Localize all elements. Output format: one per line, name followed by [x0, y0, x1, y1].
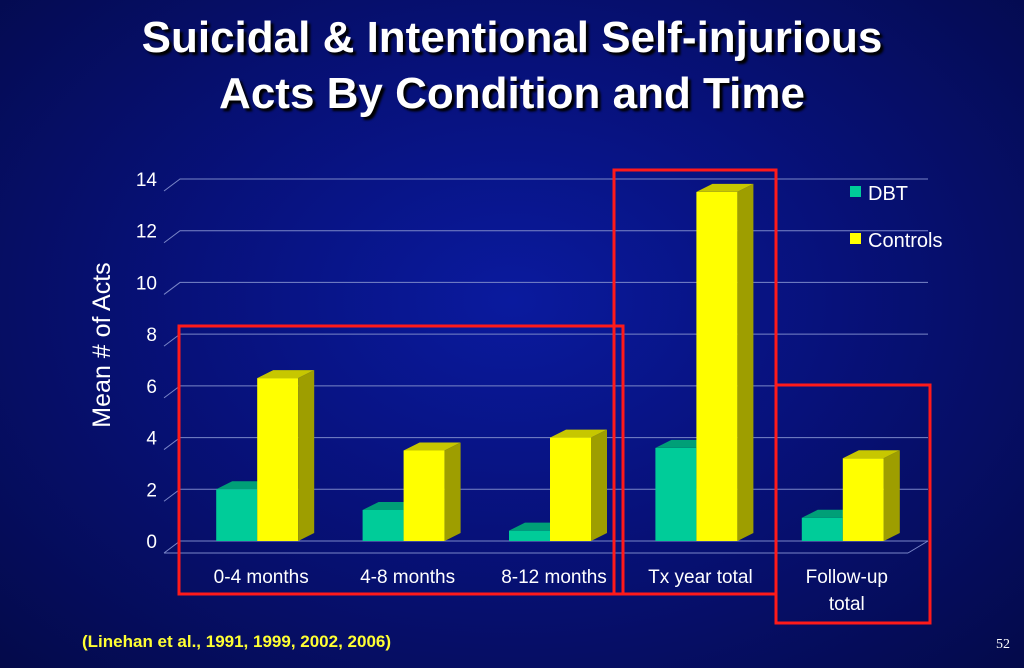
legend-label-controls: Controls [868, 230, 942, 252]
x-tick-label: Tx year total [648, 567, 753, 588]
x-tick-label: 8-12 months [501, 567, 607, 588]
highlight-box-first-year [177, 324, 625, 596]
y-tick-label: 14 [136, 170, 158, 191]
x-tick-label: total [829, 594, 865, 615]
bar-controls-3 [550, 429, 607, 541]
title-line-1: Suicidal & Intentional Self-injurious [141, 13, 883, 62]
highlight-box-tx-year [612, 168, 778, 596]
y-tick-label: 10 [136, 273, 157, 294]
gridline [163, 281, 928, 295]
bar-controls-5 [842, 450, 900, 541]
highlight-box-follow-up [774, 383, 932, 625]
gridline [163, 178, 928, 192]
gridline [163, 540, 928, 554]
x-tick-label: 0-4 months [214, 567, 309, 588]
slide-title: Suicidal & Intentional Self-injurious Ac… [0, 10, 1024, 122]
legend-swatch-dbt [850, 186, 861, 197]
legend: DBT Controls [850, 183, 942, 252]
bar-controls-4 [696, 183, 754, 541]
bar-controls-1 [257, 370, 315, 541]
y-tick-label: 4 [146, 429, 157, 450]
bars [216, 183, 900, 541]
y-tick-label: 8 [146, 325, 157, 346]
legend-label-dbt: DBT [868, 183, 908, 205]
title-line-2: Acts By Condition and Time [219, 69, 805, 118]
bar-dbt-4 [655, 439, 713, 541]
y-tick-label: 12 [136, 222, 157, 243]
bar-controls-2 [403, 442, 461, 541]
highlight-boxes [177, 168, 932, 625]
legend-swatch-controls [850, 233, 861, 244]
y-axis-title: Mean # of Acts [88, 262, 116, 427]
floor-edge [907, 540, 929, 554]
x-tick-label: 4-8 months [360, 567, 455, 588]
citation: (Linehan et al., 1991, 1999, 2002, 2006) [82, 632, 392, 651]
x-tick-label: Follow-up [806, 567, 888, 588]
x-tick-labels: 0-4 months 4-8 months 8-12 months Tx year t… [214, 567, 888, 615]
slide-number: 52 [996, 637, 1010, 652]
gridline [163, 333, 928, 347]
gridline [163, 230, 928, 244]
y-tick-label: 2 [146, 480, 157, 501]
y-tick-label: 0 [146, 532, 157, 553]
y-tick-label: 6 [146, 377, 157, 398]
y-tick-labels: 0 2 4 6 8 10 12 14 [136, 170, 158, 553]
